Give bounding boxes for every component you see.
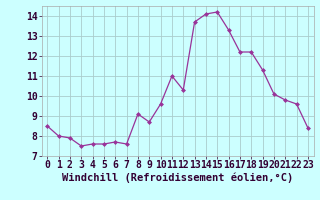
- X-axis label: Windchill (Refroidissement éolien,°C): Windchill (Refroidissement éolien,°C): [62, 173, 293, 183]
